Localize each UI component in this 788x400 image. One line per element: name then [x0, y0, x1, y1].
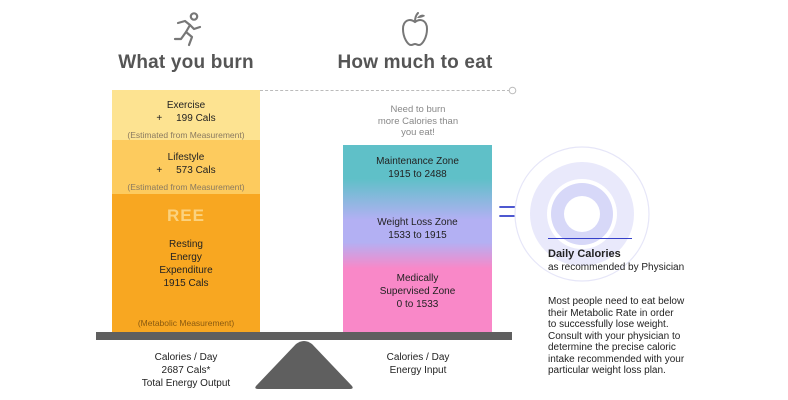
- maintenance-zone-label: Maintenance Zone: [376, 156, 459, 167]
- exercise-segment: Exercise + 199 Cals (Estimated from Meas…: [112, 90, 260, 140]
- exercise-label: Exercise: [166, 100, 206, 111]
- need-to-burn-note: Need to burn more Calories than you eat!: [348, 104, 488, 139]
- burn-title: What you burn: [118, 52, 254, 73]
- target-rings-icon: [514, 146, 650, 282]
- ree-line1: Resting: [169, 239, 203, 250]
- daily-calories-body: Most people need to eat below their Meta…: [548, 296, 778, 377]
- medical-zone-label1: Medically: [396, 273, 439, 284]
- lifestyle-segment: Lifestyle + 573 Cals (Estimated from Mea…: [112, 140, 260, 194]
- ree-segment: REE Resting Energy Expenditure 1915 Cals…: [112, 194, 260, 332]
- daily-body-line-4: Consult with your physician to: [548, 330, 681, 342]
- running-person-icon: [173, 12, 202, 47]
- burn-caption-line-2: 2687 Cals*: [161, 365, 211, 376]
- daily-calories-title: Daily Calories: [548, 248, 621, 260]
- ree-abbr: REE: [167, 206, 205, 225]
- ree-line2: Energy: [170, 252, 202, 263]
- energy-input-zones: Maintenance Zone 1915 to 2488 Weight Los…: [343, 145, 492, 332]
- need-line-1: Need to burn: [390, 104, 446, 115]
- dashed-line-end-icon: [508, 86, 517, 95]
- burn-caption-line-3: Total Energy Output: [141, 378, 231, 389]
- maintenance-zone-range: 1915 to 2488: [388, 169, 447, 180]
- ree-note: (Metabolic Measurement): [137, 318, 235, 328]
- eat-caption-line-1: Calories / Day: [386, 352, 450, 363]
- daily-calories-divider: [548, 238, 632, 239]
- daily-body-line-6: intake recommended with your: [548, 353, 685, 365]
- exercise-note: (Estimated from Measurement): [127, 130, 245, 140]
- daily-body-line-3: to successfully lose weight.: [548, 319, 669, 330]
- lifestyle-note: (Estimated from Measurement): [127, 182, 245, 192]
- eat-caption-line-2: Energy Input: [389, 365, 447, 376]
- scale-beam: [96, 332, 512, 340]
- need-line-3: you eat!: [401, 127, 435, 138]
- burn-caption-line-1: Calories / Day: [154, 352, 218, 363]
- lifestyle-value: + 573 Cals: [156, 165, 216, 176]
- weight-loss-zone-range: 1533 to 1915: [388, 230, 447, 241]
- lifestyle-label: Lifestyle: [167, 152, 205, 163]
- ree-line3: Expenditure: [159, 265, 213, 276]
- need-line-2: more Calories than: [377, 115, 459, 127]
- daily-body-line-7: particular weight loss plan.: [548, 365, 666, 376]
- exercise-value: + 199 Cals: [156, 113, 216, 124]
- medical-zone-label2: Supervised Zone: [379, 286, 456, 297]
- medical-zone-range: 0 to 1533: [396, 299, 439, 310]
- eat-title: How much to eat: [337, 52, 493, 73]
- daily-body-line-1: Most people need to eat below: [548, 296, 685, 307]
- ree-value: 1915 Cals: [163, 278, 209, 289]
- daily-calories-subtitle: as recommended by Physician: [548, 262, 685, 273]
- reference-dashed-line: [260, 90, 510, 91]
- scale-fulcrum: [255, 341, 353, 389]
- daily-body-line-5: determine the precise caloric: [548, 342, 676, 353]
- apple-icon: [401, 12, 429, 47]
- weight-loss-zone-label: Weight Loss Zone: [377, 217, 458, 228]
- burn-caption: Calories / Day 2687 Cals* Total Energy O…: [118, 351, 254, 390]
- daily-body-line-2: their Metabolic Rate in order: [548, 307, 674, 319]
- eat-caption: Calories / Day Energy Input: [352, 351, 484, 377]
